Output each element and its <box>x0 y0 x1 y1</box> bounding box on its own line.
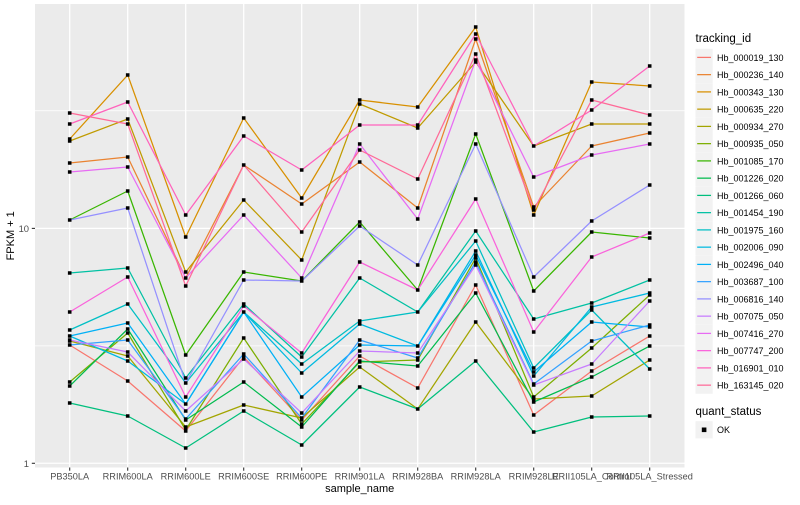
svg-text:RRII105LA_Control: RRII105LA_Control <box>552 472 632 482</box>
svg-text:Hb_163145_020: Hb_163145_020 <box>717 381 784 391</box>
svg-text:RRIM600LE: RRIM600LE <box>161 472 211 482</box>
svg-text:Hb_001266_060: Hb_001266_060 <box>717 191 784 201</box>
svg-text:RRIM600LA: RRIM600LA <box>103 472 154 482</box>
svg-text:Hb_003687_100: Hb_003687_100 <box>717 277 784 287</box>
svg-text:Hb_000019_130: Hb_000019_130 <box>717 53 784 63</box>
svg-text:Hb_001454_190: Hb_001454_190 <box>717 208 784 218</box>
svg-text:10: 10 <box>19 223 29 234</box>
svg-text:OK: OK <box>717 425 730 435</box>
svg-text:1: 1 <box>24 458 29 469</box>
svg-text:RRIM600SE: RRIM600SE <box>218 472 269 482</box>
svg-text:RRIM901LA: RRIM901LA <box>335 472 386 482</box>
svg-text:Hb_000635_220: Hb_000635_220 <box>717 105 784 115</box>
svg-text:PB350LA: PB350LA <box>50 472 90 482</box>
svg-text:Hb_007747_200: Hb_007747_200 <box>717 346 784 356</box>
svg-text:RRIM928LA: RRIM928LA <box>451 472 502 482</box>
svg-text:Hb_001085_170: Hb_001085_170 <box>717 156 784 166</box>
svg-text:Hb_016901_010: Hb_016901_010 <box>717 363 784 373</box>
svg-text:tracking_id: tracking_id <box>696 33 752 45</box>
svg-text:Hb_002496_040: Hb_002496_040 <box>717 260 784 270</box>
svg-text:RRIM928LE: RRIM928LE <box>509 472 559 482</box>
svg-text:Hb_000236_140: Hb_000236_140 <box>717 70 784 80</box>
svg-text:RRIM600PE: RRIM600PE <box>276 472 327 482</box>
svg-text:Hb_007075_050: Hb_007075_050 <box>717 312 784 322</box>
svg-text:FPKM + 1: FPKM + 1 <box>5 211 17 260</box>
svg-text:Hb_000935_050: Hb_000935_050 <box>717 139 784 149</box>
svg-text:Hb_002006_090: Hb_002006_090 <box>717 243 784 253</box>
svg-text:RRIM928BA: RRIM928BA <box>392 472 444 482</box>
svg-text:Hb_007416_270: Hb_007416_270 <box>717 329 784 339</box>
svg-text:Hb_000343_130: Hb_000343_130 <box>717 87 784 97</box>
svg-text:sample_name: sample_name <box>325 483 394 495</box>
svg-text:Hb_000934_270: Hb_000934_270 <box>717 122 784 132</box>
svg-text:Hb_001226_020: Hb_001226_020 <box>717 174 784 184</box>
svg-text:quant_status: quant_status <box>696 406 762 418</box>
svg-text:Hb_006816_140: Hb_006816_140 <box>717 294 784 304</box>
svg-text:RRII105LA_Stressed: RRII105LA_Stressed <box>607 472 693 482</box>
svg-text:Hb_001975_160: Hb_001975_160 <box>717 225 784 235</box>
